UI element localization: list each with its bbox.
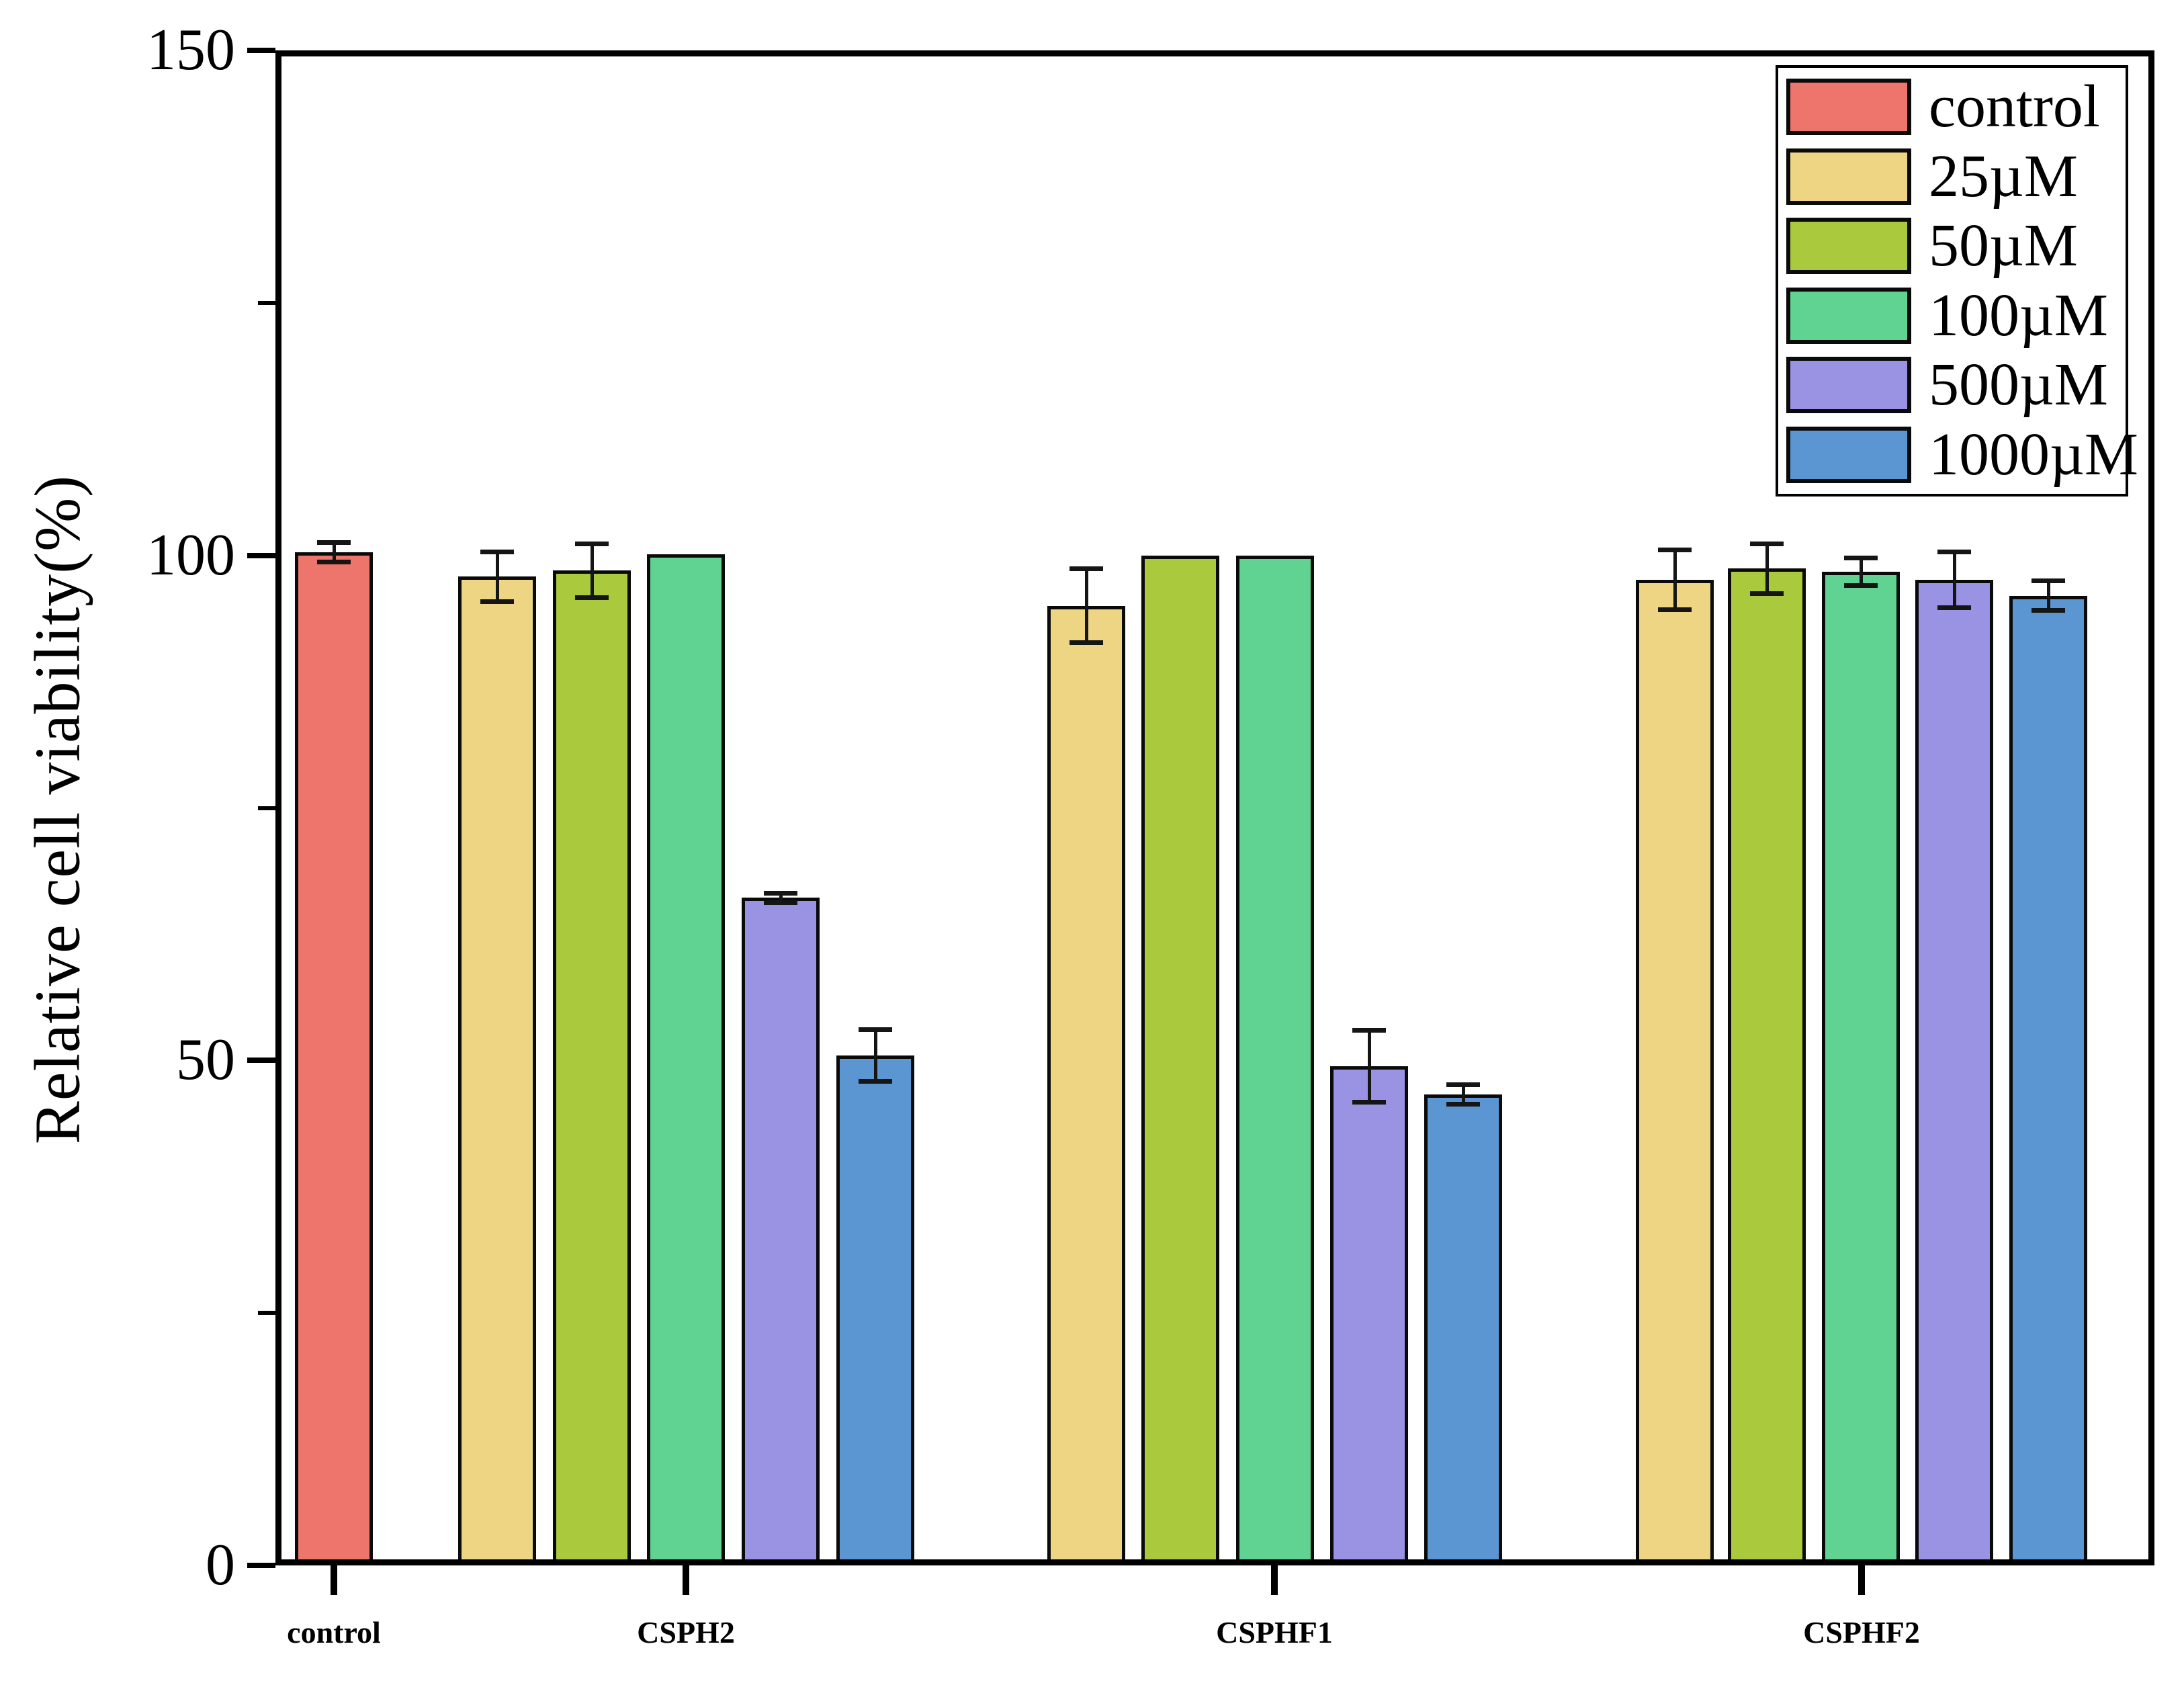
error-bar-cap-bottom	[1937, 605, 1971, 610]
x-axis-tick-CSPHF1	[1271, 1565, 1278, 1595]
x-axis-tick-CSPH2	[683, 1565, 689, 1595]
y-axis-major-tick	[247, 1563, 275, 1568]
x-axis-tick-CSPHF2	[1858, 1565, 1865, 1595]
x-group-label-CSPHF2: CSPHF2	[1803, 1615, 1920, 1649]
bar-CSPHF2-25µM	[1636, 579, 1714, 1565]
legend-label: 100µM	[1929, 282, 2108, 349]
error-bar-cap-bottom	[1069, 640, 1103, 646]
legend-swatch	[1786, 79, 1911, 136]
error-bar-line	[1461, 1084, 1465, 1105]
bar-CSPHF1-25µM	[1047, 605, 1125, 1565]
legend-item-50µM: 50µM	[1786, 216, 2126, 276]
legend-swatch	[1786, 287, 1911, 344]
y-axis-minor-tick	[258, 1311, 275, 1315]
error-bar-line	[1084, 568, 1088, 644]
error-bar-cap-top	[575, 541, 609, 546]
legend-label: 1000µM	[1929, 421, 2138, 488]
error-bar-cap-bottom	[1844, 582, 1878, 588]
error-bar-cap-bottom	[1750, 591, 1784, 596]
error-bar-line	[1765, 543, 1769, 594]
bar-CSPH2-100µM	[647, 554, 725, 1565]
error-bar-cap-top	[1446, 1082, 1480, 1088]
bar-CSPHF1-50µM	[1141, 555, 1219, 1565]
error-bar-line	[2046, 580, 2050, 611]
legend-item-25µM: 25µM	[1786, 146, 2126, 207]
error-bar-line	[495, 551, 499, 602]
error-bar-line	[1859, 557, 1863, 586]
bar-CSPHF2-1000µM	[2009, 595, 2087, 1565]
error-bar-cap-top	[1352, 1028, 1386, 1033]
legend: control 25µM 50µM 100µM 500µM 1000µM	[1776, 65, 2138, 497]
x-group-label-CSPH2: CSPH2	[637, 1615, 735, 1649]
error-bar-cap-top	[2032, 578, 2065, 584]
error-bar-cap-top	[1658, 547, 1692, 552]
bar-CSPHF1-500µM	[1330, 1066, 1408, 1565]
error-bar-cap-bottom	[1352, 1100, 1386, 1105]
x-group-label-CSPHF1: CSPHF1	[1216, 1615, 1333, 1649]
error-bar-line	[1367, 1030, 1371, 1103]
error-bar-cap-top	[1844, 555, 1878, 560]
error-bar-line	[590, 543, 594, 598]
y-axis-tick-label: 150	[146, 17, 235, 83]
error-bar-cap-top	[480, 549, 514, 554]
legend-label: 500µM	[1929, 351, 2108, 419]
bar-CSPHF2-100µM	[1822, 571, 1900, 1565]
bar-CSPH2-1000µM	[836, 1055, 914, 1565]
bar-CSPH2-25µM	[458, 576, 536, 1565]
y-axis-tick-label: 0	[206, 1533, 235, 1598]
error-bar-cap-bottom	[480, 599, 514, 604]
error-bar-cap-top	[1937, 549, 1971, 554]
error-bar-cap-bottom	[1658, 607, 1692, 612]
error-bar-cap-bottom	[859, 1078, 892, 1084]
legend-label: 50µM	[1929, 212, 2078, 279]
bar-CSPHF1-1000µM	[1424, 1094, 1502, 1565]
error-bar-cap-bottom	[317, 560, 351, 565]
error-bar-cap-top	[317, 540, 351, 546]
bar-control-control	[295, 552, 373, 1565]
bar-CSPH2-500µM	[742, 898, 820, 1565]
legend-item-100µM: 100µM	[1786, 282, 2126, 349]
error-bar-cap-top	[859, 1027, 892, 1032]
y-axis-minor-tick	[258, 300, 275, 305]
legend-swatch	[1786, 148, 1911, 205]
error-bar-cap-top	[1069, 566, 1103, 572]
error-bar-line	[332, 542, 336, 563]
error-bar-cap-top	[1750, 541, 1784, 546]
y-axis-major-tick	[247, 48, 275, 53]
legend-item-500µM: 500µM	[1786, 355, 2126, 415]
error-bar-line	[1952, 551, 1956, 608]
error-bar-line	[779, 892, 783, 903]
error-bar-cap-top	[764, 890, 797, 896]
error-bar-line	[873, 1029, 877, 1082]
error-bar-line	[1673, 549, 1677, 610]
legend-swatch	[1786, 357, 1911, 414]
y-axis-tick-label: 50	[176, 1027, 235, 1093]
legend-label: 25µM	[1929, 142, 2078, 210]
bar-CSPH2-50µM	[553, 570, 631, 1565]
legend-item-1000µM: 1000µM	[1786, 424, 2138, 485]
y-axis-tick-label: 100	[146, 522, 235, 588]
plot-area: 0 50 100 150 control CSPH2 CSPHF1 CSPHF2	[146, 17, 2154, 1649]
legend-swatch	[1786, 218, 1911, 275]
error-bar-cap-bottom	[764, 900, 797, 905]
y-axis-major-tick	[247, 1058, 275, 1064]
y-axis-major-tick	[247, 552, 275, 558]
x-group-label-control: control	[287, 1615, 381, 1649]
bar-CSPHF2-500µM	[1915, 579, 1993, 1565]
x-axis-tick-control	[331, 1565, 337, 1595]
error-bar-cap-bottom	[575, 595, 609, 600]
legend-label: control	[1929, 73, 2100, 140]
legend-item-control: control	[1786, 77, 2126, 137]
bar-CSPHF1-100µM	[1236, 555, 1314, 1565]
error-bar-cap-bottom	[2032, 608, 2065, 613]
error-bar-cap-bottom	[1446, 1102, 1480, 1107]
y-axis-minor-tick	[258, 806, 275, 810]
bar-CSPHF2-50µM	[1728, 568, 1806, 1565]
legend-swatch	[1786, 426, 1911, 483]
